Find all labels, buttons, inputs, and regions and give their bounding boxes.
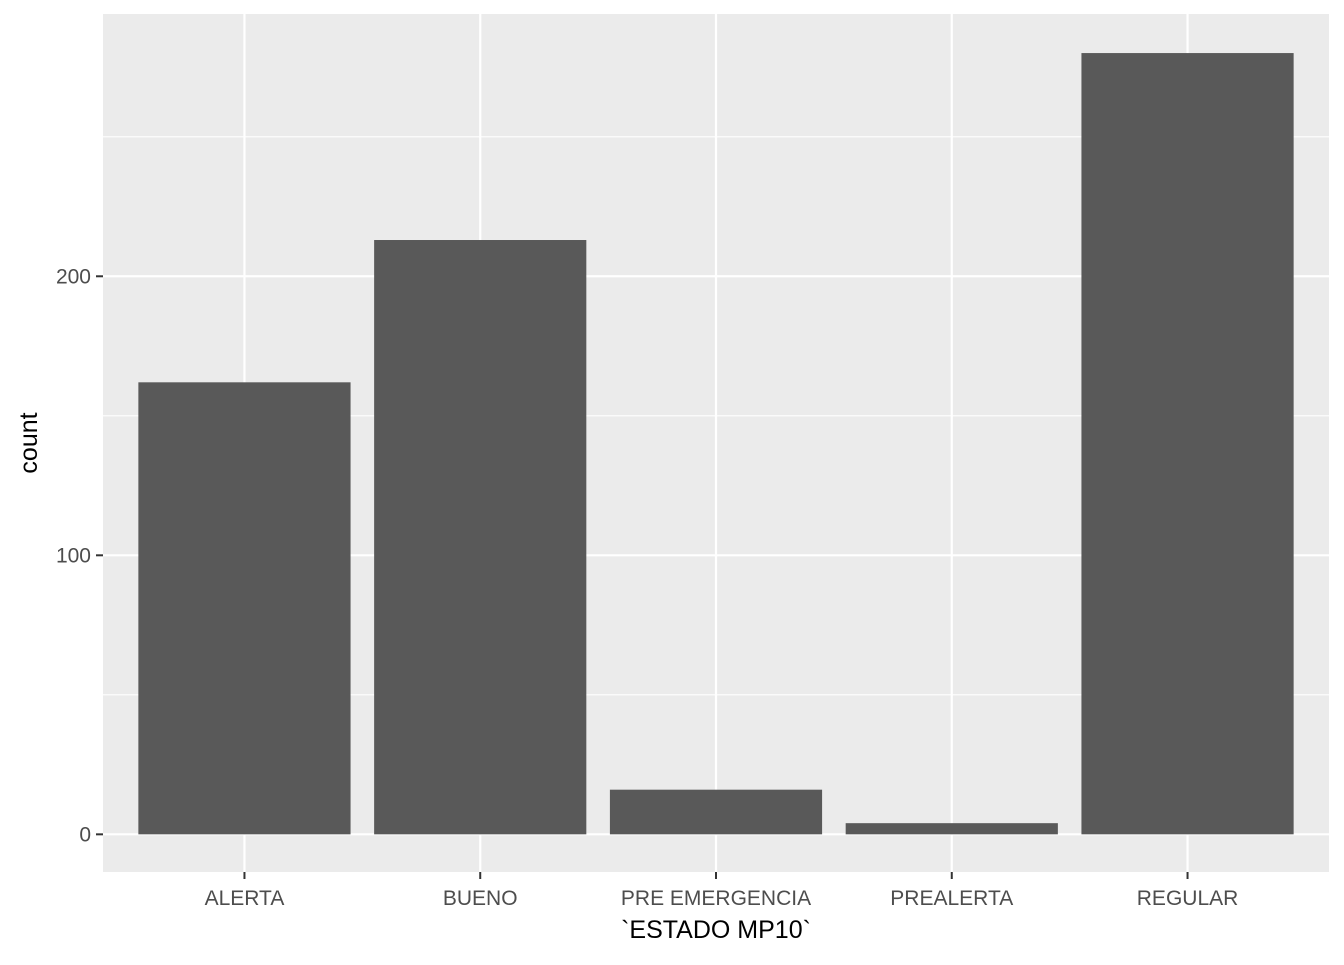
y-tick-label: 200	[56, 265, 91, 288]
bar-pre-emergencia	[609, 789, 823, 835]
x-tick-label: PREALERTA	[890, 887, 1013, 910]
y-axis-title: count	[15, 412, 43, 473]
bar-bueno	[374, 240, 587, 835]
bar-alerta	[138, 382, 351, 835]
x-tick-label: BUENO	[443, 887, 518, 910]
x-tick-label: REGULAR	[1137, 887, 1239, 910]
x-tick-label: PRE EMERGENCIA	[621, 887, 811, 910]
y-tick-label: 100	[56, 544, 91, 567]
y-tick-label: 0	[79, 823, 91, 846]
bars	[138, 53, 1294, 835]
x-tick-label: ALERTA	[205, 887, 285, 910]
bar-regular	[1081, 53, 1294, 835]
bar-prealerta	[845, 823, 1058, 835]
x-axis-title: `ESTADO MP10`	[621, 916, 811, 944]
axes: 0 100 200 ALERTA BUENO PRE EMERGENCIA PREALERT…	[56, 265, 1238, 910]
